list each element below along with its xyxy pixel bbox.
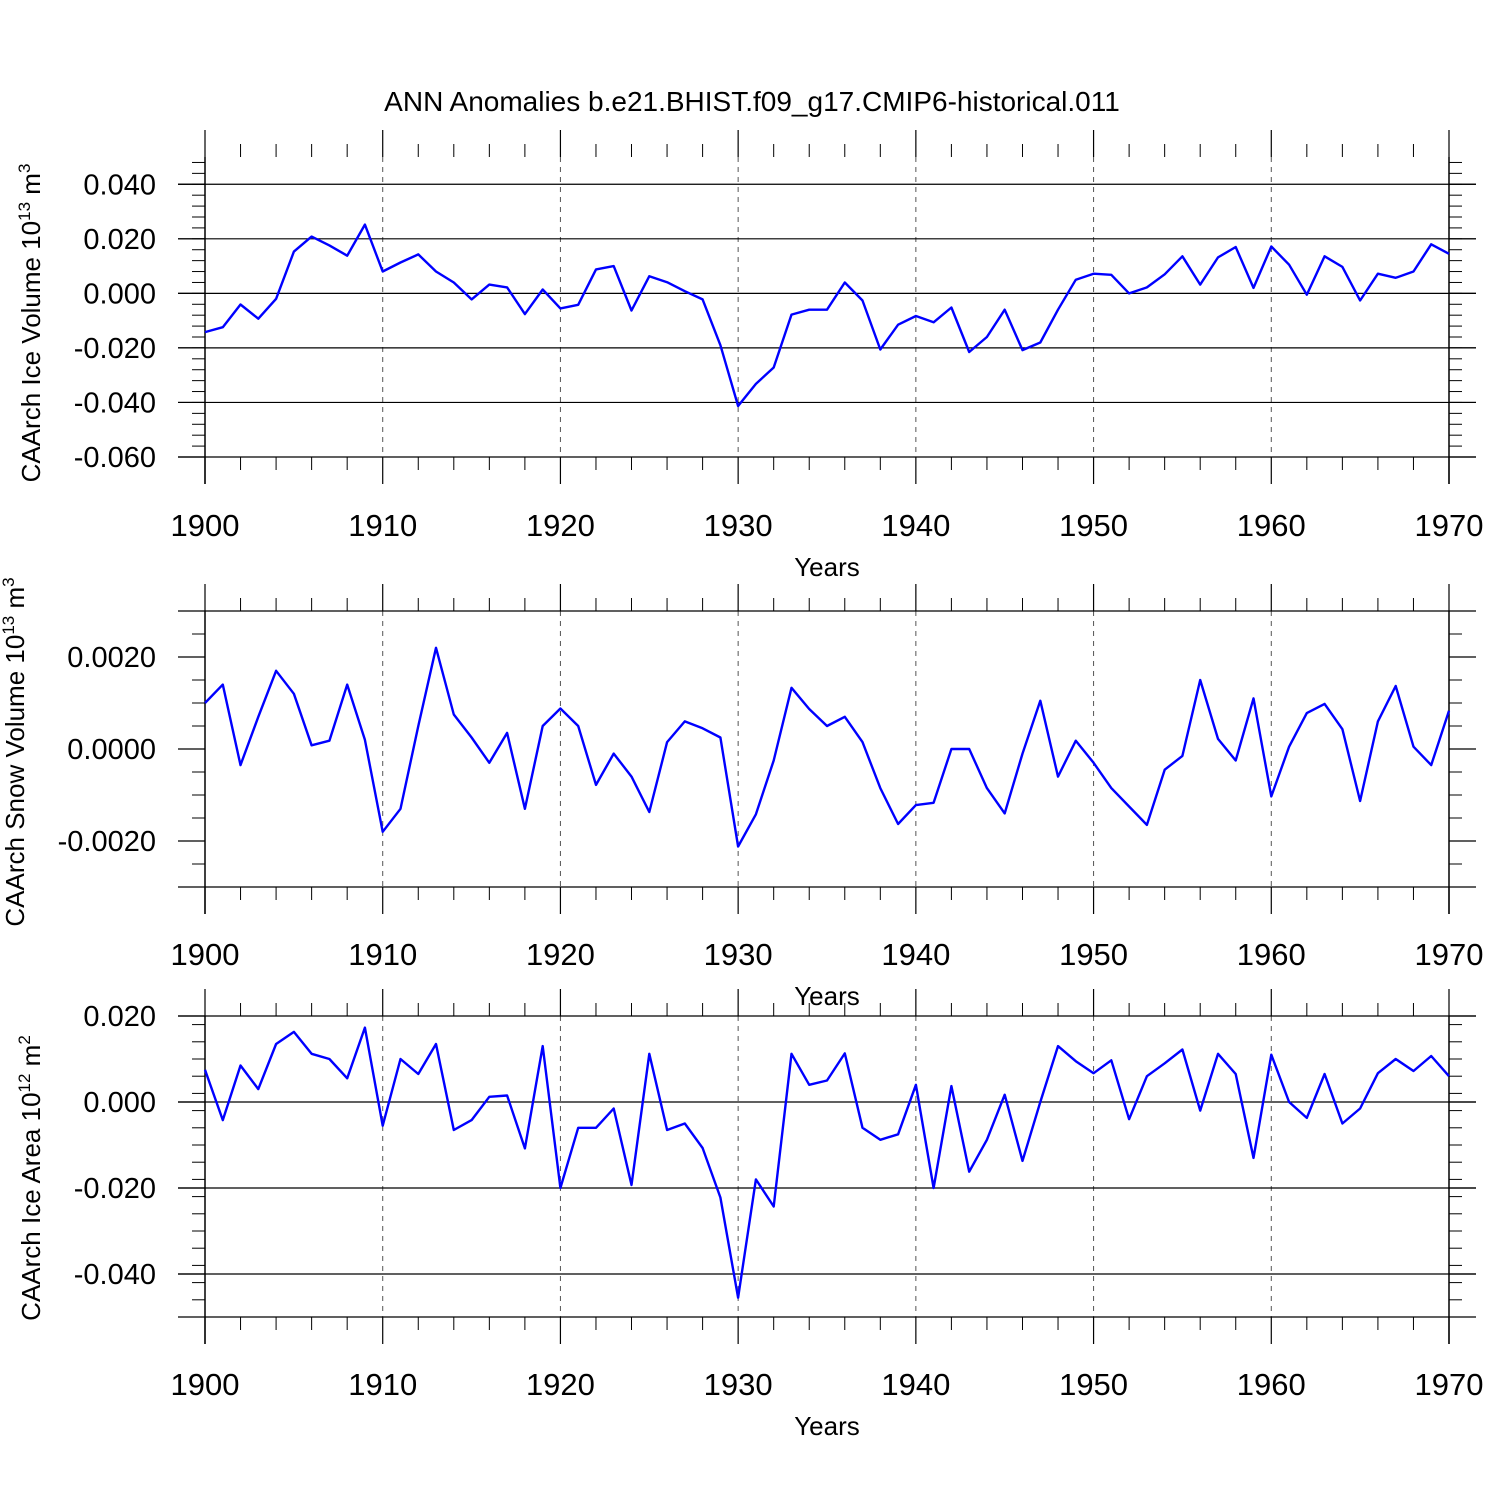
- y-axis-title: CAArch Ice Area 1012 m2: [15, 1035, 46, 1321]
- x-tick-label: 1910: [348, 937, 417, 972]
- x-tick-label: 1970: [1415, 1367, 1484, 1402]
- y-axis-title-name: CAArch Ice Area: [16, 1121, 46, 1320]
- y-axis-unit-symbol: m: [16, 173, 46, 202]
- x-tick-label: 1920: [526, 937, 595, 972]
- y-axis-unit-exponent: 13: [0, 616, 18, 635]
- x-tick-label: 1950: [1059, 1367, 1128, 1402]
- y-tick-label: -0.020: [74, 1173, 156, 1205]
- x-tick-label: 1940: [881, 937, 950, 972]
- x-tick-label: 1940: [881, 508, 950, 543]
- y-axis-unit-base: 10: [0, 635, 30, 664]
- x-tick-label: 1900: [171, 508, 240, 543]
- y-tick-label: 0.000: [83, 278, 156, 310]
- x-tick-label: 1930: [704, 508, 773, 543]
- y-axis-title: CAArch Snow Volume 1013 m3: [0, 577, 30, 926]
- chart-title: ANN Anomalies b.e21.BHIST.f09_g17.CMIP6-…: [384, 86, 1120, 117]
- data-series-line: [204, 223, 1450, 408]
- x-axis-title: Years: [794, 981, 860, 1011]
- x-tick-label: 1960: [1237, 1367, 1306, 1402]
- x-tick-label: 1960: [1237, 508, 1306, 543]
- x-axis-title: Years: [794, 552, 860, 582]
- x-tick-label: 1900: [171, 1367, 240, 1402]
- x-tick-label: 1920: [526, 508, 595, 543]
- x-tick-label: 1950: [1059, 508, 1128, 543]
- panel-2: -0.0020 0.0000 0.0020 1900 1910 1920 1930 1940 1…: [0, 577, 1483, 1011]
- y-axis-unit-exponent: 12: [15, 1074, 34, 1093]
- x-tick-label: 1950: [1059, 937, 1128, 972]
- y-tick-label: -0.040: [74, 387, 156, 419]
- y-tick-label: -0.040: [74, 1259, 156, 1291]
- y-axis-unit-symbol: m: [0, 587, 30, 616]
- y-tick-label: 0.020: [83, 224, 156, 256]
- y-tick-label: 0.040: [83, 169, 156, 201]
- y-axis-unit-symbol: m: [16, 1045, 46, 1074]
- x-tick-label: 1910: [348, 1367, 417, 1402]
- y-axis-unit-power: 3: [15, 164, 34, 173]
- y-axis-title: CAArch Ice Volume 1013 m3: [15, 164, 46, 483]
- y-axis-unit-base: 10: [16, 1092, 46, 1121]
- y-axis-title-name: CAArch Ice Volume: [16, 250, 46, 483]
- x-tick-label: 1970: [1415, 508, 1484, 543]
- panel-1: -0.060 -0.040 -0.020 0.000 0.020 0.040 1900 191…: [15, 130, 1483, 582]
- y-tick-label: 0.000: [83, 1087, 156, 1119]
- x-tick-label: 1960: [1237, 937, 1306, 972]
- x-tick-label: 1970: [1415, 937, 1484, 972]
- y-axis-unit-exponent: 13: [15, 202, 34, 221]
- data-series-line: [204, 646, 1451, 848]
- panel-3: -0.040 -0.020 0.000 0.020 1900 1910 1920 1930 19…: [15, 989, 1483, 1441]
- y-tick-label: 0.0000: [67, 734, 156, 766]
- x-tick-label: 1930: [704, 1367, 773, 1402]
- x-axis-title: Years: [794, 1411, 860, 1441]
- y-tick-label: 0.020: [83, 1001, 156, 1033]
- panels-container: -0.060 -0.040 -0.020 0.000 0.020 0.040 1900 191…: [0, 130, 1483, 1441]
- data-series-line: [203, 1026, 1450, 1299]
- y-tick-label: -0.020: [74, 333, 156, 365]
- x-tick-label: 1920: [526, 1367, 595, 1402]
- x-tick-label: 1900: [171, 937, 240, 972]
- y-axis-title-name: CAArch Snow Volume: [0, 664, 30, 927]
- y-tick-label: -0.060: [74, 442, 156, 474]
- x-tick-label: 1910: [348, 508, 417, 543]
- y-tick-label: -0.0020: [58, 826, 156, 858]
- x-tick-label: 1930: [704, 937, 773, 972]
- x-tick-label: 1940: [881, 1367, 950, 1402]
- y-axis-unit-base: 10: [16, 221, 46, 250]
- y-tick-label: 0.0020: [67, 642, 156, 674]
- y-axis-unit-power: 2: [15, 1035, 34, 1044]
- y-axis-unit-power: 3: [0, 577, 18, 586]
